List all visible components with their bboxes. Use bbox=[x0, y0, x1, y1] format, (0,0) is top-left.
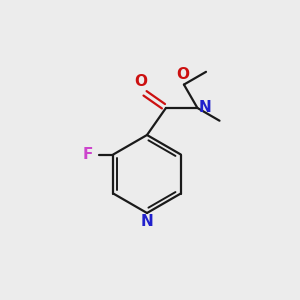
Text: O: O bbox=[176, 67, 189, 82]
Text: F: F bbox=[82, 147, 93, 162]
Text: N: N bbox=[199, 100, 212, 116]
Text: O: O bbox=[135, 74, 148, 89]
Text: N: N bbox=[141, 214, 153, 230]
